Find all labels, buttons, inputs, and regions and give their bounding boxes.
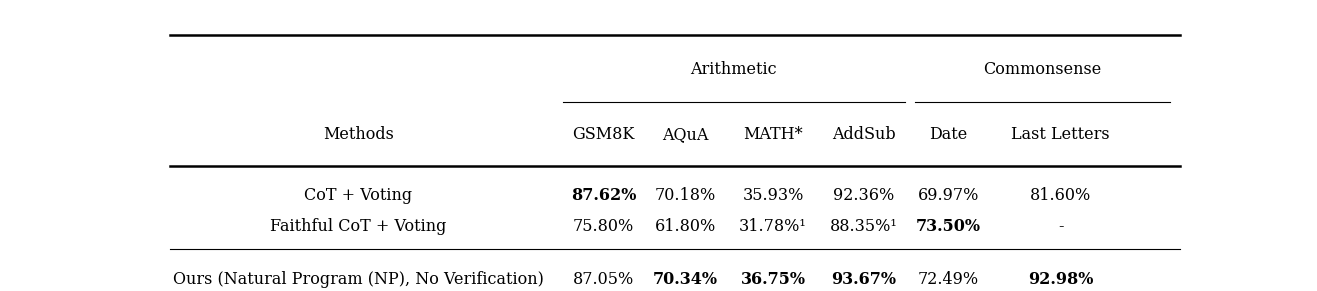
Text: Methods: Methods [323, 126, 394, 143]
Text: Last Letters: Last Letters [1011, 126, 1110, 143]
Text: AQuA: AQuA [662, 126, 709, 143]
Text: 31.78%¹: 31.78%¹ [739, 218, 807, 235]
Text: CoT + Voting: CoT + Voting [304, 187, 412, 204]
Text: Faithful CoT + Voting: Faithful CoT + Voting [270, 218, 446, 235]
Text: Commonsense: Commonsense [984, 61, 1101, 78]
Text: Date: Date [930, 126, 968, 143]
Text: Arithmetic: Arithmetic [690, 61, 777, 78]
Text: GSM8K: GSM8K [573, 126, 635, 143]
Text: 69.97%: 69.97% [918, 187, 980, 204]
Text: 72.49%: 72.49% [918, 271, 979, 288]
Text: 70.18%: 70.18% [655, 187, 716, 204]
Text: 61.80%: 61.80% [655, 218, 716, 235]
Text: 92.98%: 92.98% [1029, 271, 1093, 288]
Text: 70.34%: 70.34% [653, 271, 718, 288]
Text: 75.80%: 75.80% [573, 218, 635, 235]
Text: 35.93%: 35.93% [743, 187, 803, 204]
Text: 88.35%¹: 88.35%¹ [830, 218, 898, 235]
Text: 73.50%: 73.50% [917, 218, 981, 235]
Text: Ours (Natural Program (NP), No Verification): Ours (Natural Program (NP), No Verificat… [173, 271, 544, 288]
Text: 92.36%: 92.36% [834, 187, 894, 204]
Text: MATH*: MATH* [743, 126, 803, 143]
Text: 81.60%: 81.60% [1030, 187, 1092, 204]
Text: 87.05%: 87.05% [573, 271, 635, 288]
Text: -: - [1058, 218, 1064, 235]
Text: 36.75%: 36.75% [740, 271, 806, 288]
Text: 93.67%: 93.67% [831, 271, 897, 288]
Text: AddSub: AddSub [832, 126, 896, 143]
Text: 87.62%: 87.62% [570, 187, 636, 204]
